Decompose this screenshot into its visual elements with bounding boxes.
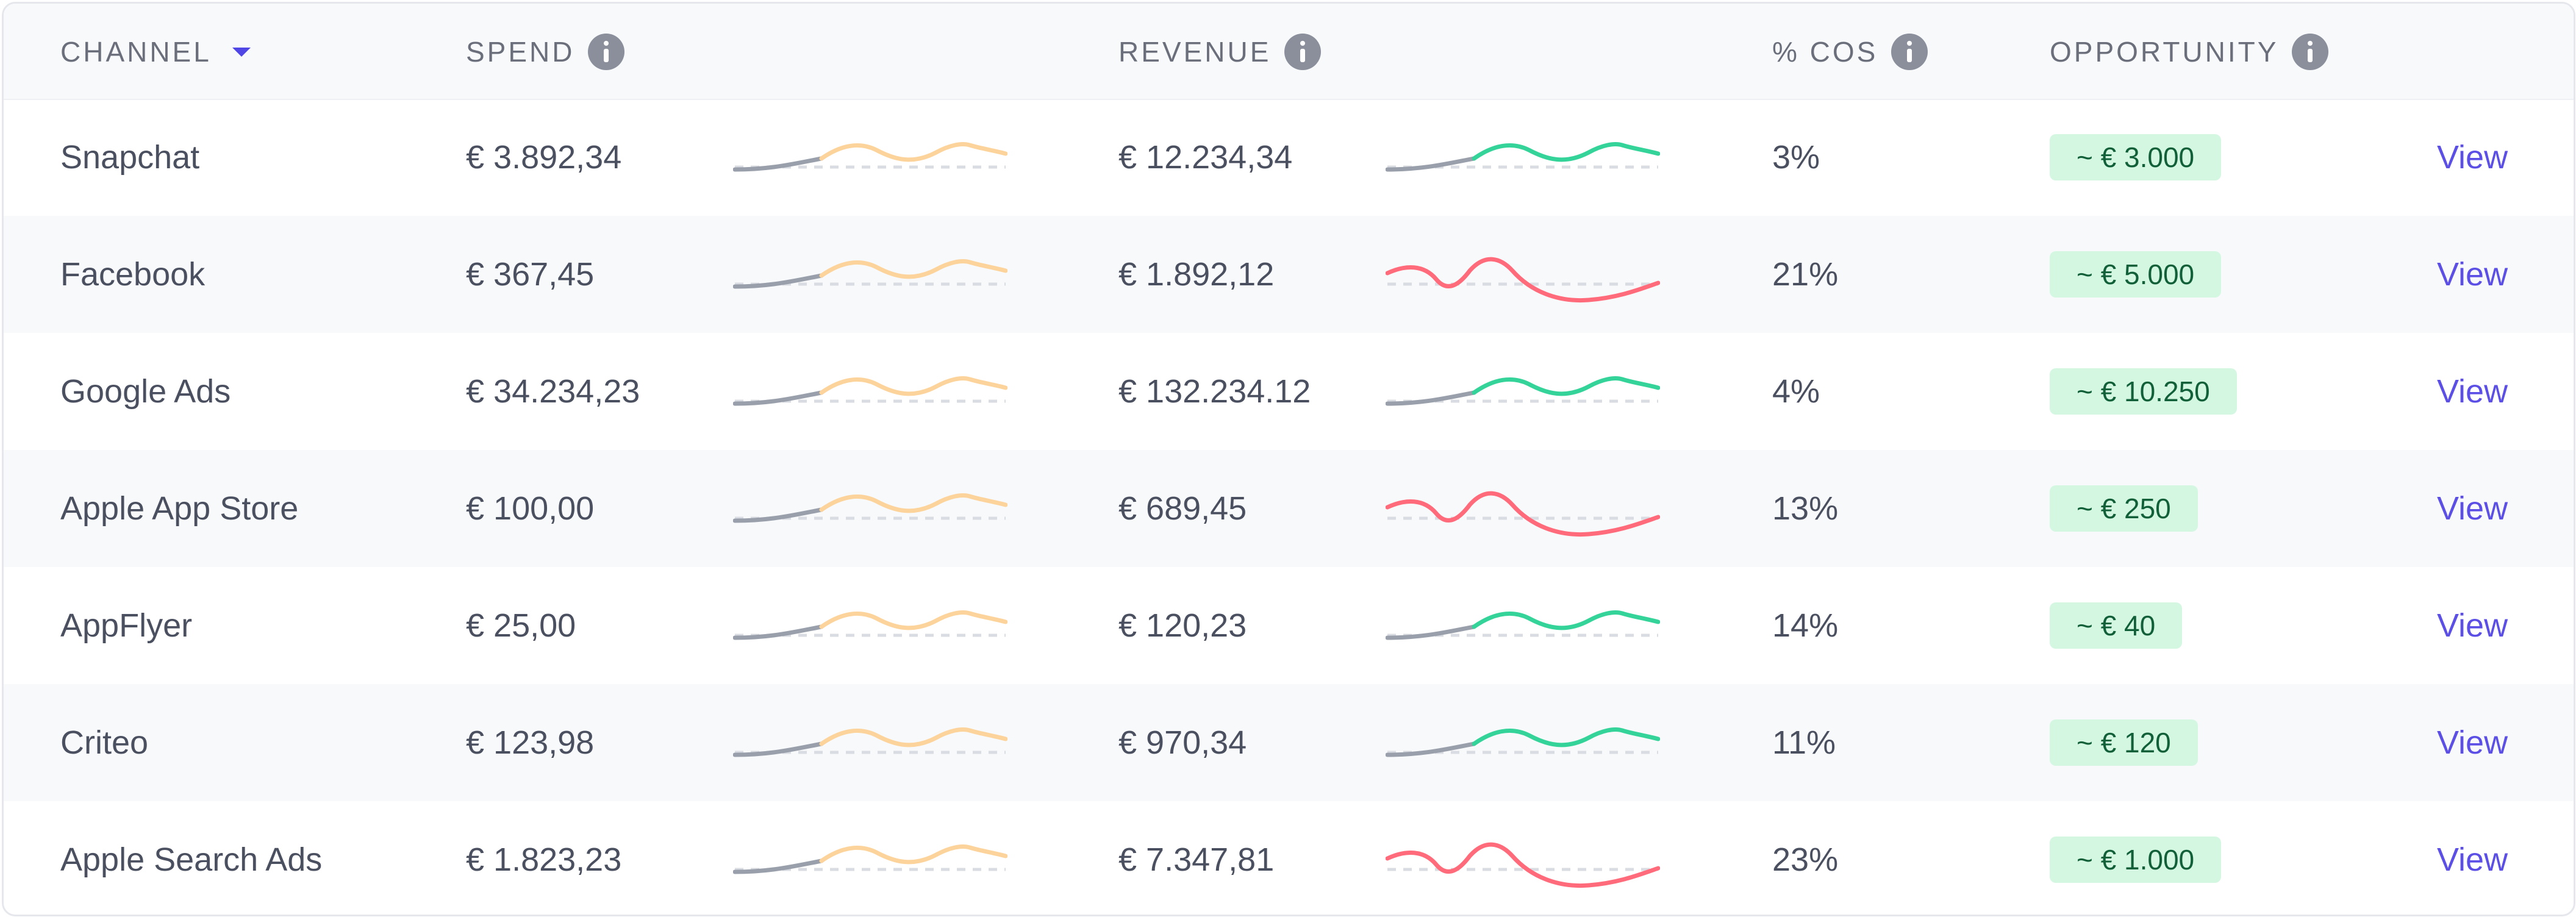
table-row: AppFlyer € 25,00 € 120,23 14% ~ € 40 View (4, 567, 2574, 684)
table-row: Apple App Store € 100,00 € 689,45 13% ~ € 25… (4, 450, 2574, 567)
cos-value: 3% (1772, 139, 1820, 176)
column-header-channel-label: CHANNEL (60, 36, 212, 68)
opportunity-badge: ~ € 40 (2050, 602, 2183, 649)
revenue-sparkline (1386, 727, 1660, 757)
spend-sparkline (733, 142, 1007, 172)
revenue-value: € 1.892,12 (1118, 256, 1275, 293)
column-header-cos-label: % COS (1772, 36, 1878, 68)
cos-value: 11% (1772, 724, 1836, 761)
spend-sparkline (733, 493, 1007, 523)
view-link[interactable]: View (2437, 373, 2508, 410)
revenue-sparkline (1386, 610, 1660, 640)
opportunity-badge: ~ € 1.000 (2050, 837, 2222, 883)
sort-caret-icon[interactable] (232, 47, 251, 57)
info-icon[interactable] (1284, 34, 1322, 70)
cos-value: 4% (1772, 373, 1820, 410)
revenue-value: € 970,34 (1118, 724, 1247, 761)
channel-name: Apple App Store (60, 490, 299, 527)
spend-sparkline (733, 844, 1007, 874)
view-link[interactable]: View (2437, 139, 2508, 176)
spend-value: € 123,98 (466, 724, 595, 761)
column-header-spend-label: SPEND (466, 36, 575, 68)
opportunity-badge: ~ € 120 (2050, 719, 2198, 766)
opportunity-badge: ~ € 3.000 (2050, 134, 2222, 180)
table-header: CHANNEL SPEND REVENUE % COS OPPORTUNITY (4, 4, 2574, 100)
table-row: Criteo € 123,98 € 970,34 11% ~ € 120 View (4, 684, 2574, 801)
column-header-opportunity-label: OPPORTUNITY (2050, 36, 2279, 68)
opportunity-badge: ~ € 250 (2050, 485, 2198, 532)
spend-value: € 34.234,23 (466, 373, 640, 410)
spend-value: € 367,45 (466, 256, 595, 293)
column-header-channel[interactable]: CHANNEL (60, 35, 251, 68)
cos-value: 21% (1772, 256, 1839, 293)
column-header-revenue-label: REVENUE (1118, 36, 1272, 68)
revenue-sparkline (1386, 376, 1660, 406)
spend-sparkline (733, 610, 1007, 640)
view-link[interactable]: View (2437, 841, 2508, 878)
info-icon[interactable] (588, 34, 625, 70)
opportunity-badge: ~ € 5.000 (2050, 251, 2222, 298)
channel-name: Google Ads (60, 373, 231, 410)
channel-name: Snapchat (60, 139, 200, 176)
revenue-sparkline (1386, 842, 1660, 888)
revenue-value: € 12.234,34 (1118, 139, 1293, 176)
info-icon[interactable] (2292, 34, 2329, 70)
spend-value: € 1.823,23 (466, 841, 622, 878)
revenue-sparkline (1386, 257, 1660, 303)
spend-sparkline (733, 376, 1007, 406)
channel-name: AppFlyer (60, 607, 193, 644)
revenue-sparkline (1386, 142, 1660, 172)
channel-name: Criteo (60, 724, 149, 761)
spend-value: € 25,00 (466, 607, 576, 644)
cos-value: 13% (1772, 490, 1839, 527)
opportunity-badge: ~ € 10.250 (2050, 368, 2237, 415)
column-header-revenue: REVENUE (1118, 34, 1322, 70)
revenue-value: € 689,45 (1118, 490, 1247, 527)
table-row: Snapchat € 3.892,34 € 12.234,34 3% ~ € 3.000… (4, 99, 2574, 216)
spend-value: € 3.892,34 (466, 139, 622, 176)
view-link[interactable]: View (2437, 256, 2508, 293)
view-link[interactable]: View (2437, 490, 2508, 527)
revenue-value: € 132.234.12 (1118, 373, 1311, 410)
channel-name: Apple Search Ads (60, 841, 323, 878)
cos-value: 14% (1772, 607, 1839, 644)
view-link[interactable]: View (2437, 607, 2508, 644)
column-header-cos: % COS (1772, 34, 1928, 70)
table-row: Google Ads € 34.234,23 € 132.234.12 4% ~ € 1… (4, 333, 2574, 450)
channel-name: Facebook (60, 256, 206, 293)
column-header-spend: SPEND (466, 34, 625, 70)
cos-value: 23% (1772, 841, 1839, 878)
column-header-opportunity: OPPORTUNITY (2050, 34, 2329, 70)
revenue-value: € 7.347,81 (1118, 841, 1275, 878)
info-icon[interactable] (1891, 34, 1928, 70)
spend-sparkline (733, 259, 1007, 289)
view-link[interactable]: View (2437, 724, 2508, 761)
revenue-sparkline (1386, 491, 1660, 537)
table-row: Facebook € 367,45 € 1.892,12 21% ~ € 5.000 Vi… (4, 216, 2574, 333)
revenue-value: € 120,23 (1118, 607, 1247, 644)
table-row: Apple Search Ads € 1.823,23 € 7.347,81 23% ~… (4, 801, 2574, 915)
spend-value: € 100,00 (466, 490, 595, 527)
spend-sparkline (733, 727, 1007, 757)
